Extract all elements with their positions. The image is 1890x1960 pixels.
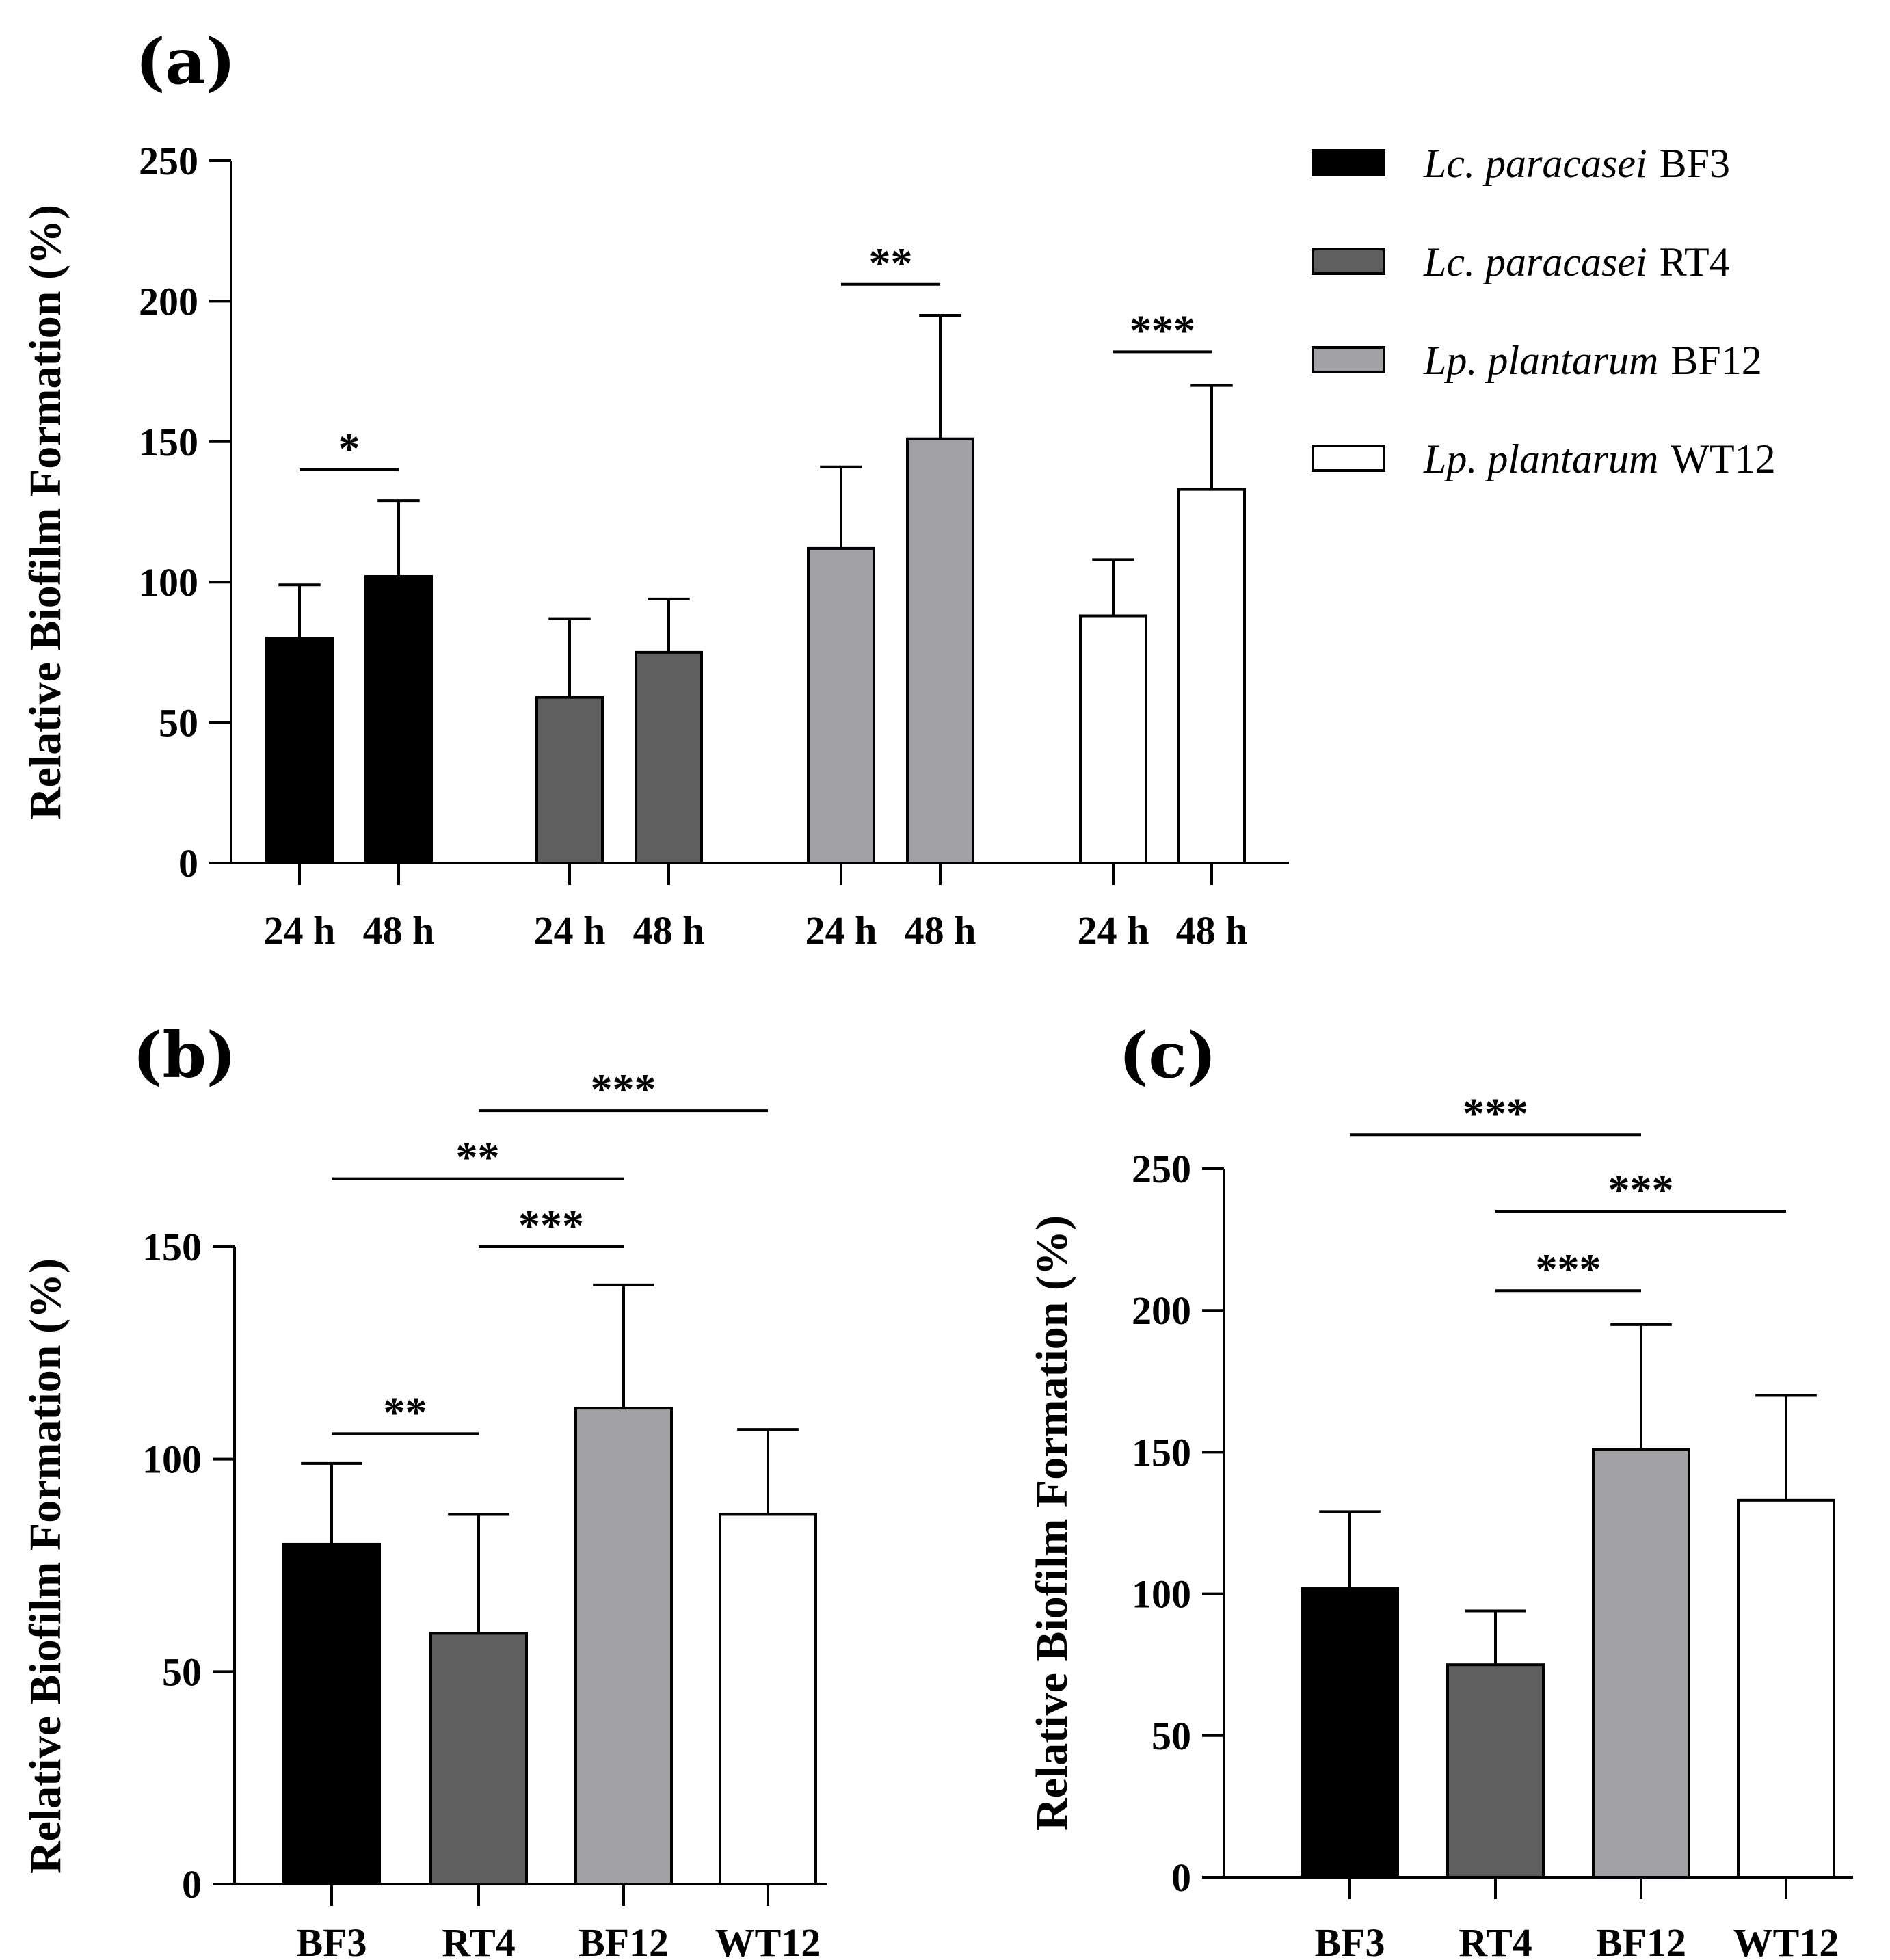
x-tick-label: RT4	[442, 1920, 516, 1960]
significance-label: **	[869, 239, 913, 287]
bar-rt4	[429, 1632, 528, 1885]
y-tick-label: 150	[142, 1225, 202, 1269]
y-tick-label: 150	[1132, 1430, 1191, 1474]
significance-label: *	[338, 424, 360, 473]
legend-swatch-rt4	[1312, 248, 1385, 275]
bar-bf12	[574, 1407, 673, 1885]
significance-label: ***	[1536, 1245, 1601, 1293]
x-tick-label: 48 h	[363, 908, 435, 953]
y-tick-label: 150	[139, 420, 198, 464]
significance-label: ***	[1130, 306, 1195, 354]
legend-species: Lc. paracasei	[1423, 141, 1647, 186]
x-tick-label: WT12	[715, 1920, 821, 1960]
y-tick-label: 100	[1132, 1572, 1191, 1617]
x-tick-label: 24 h	[806, 908, 877, 953]
panel-label-a: (a)	[135, 25, 236, 98]
significance-label: **	[384, 1388, 427, 1436]
y-tick-label: 50	[162, 1650, 202, 1694]
significance-label: ***	[1608, 1165, 1674, 1214]
legend-entry: Lp. plantarum WT12	[1423, 436, 1776, 481]
legend-swatch-bf3	[1312, 149, 1385, 176]
x-tick-label: BF3	[296, 1920, 367, 1960]
panel-label-c: (c)	[1119, 1018, 1216, 1092]
bar-rt4	[635, 650, 703, 865]
bar-bf12	[807, 546, 875, 864]
legend-strain: BF3	[1660, 141, 1730, 186]
legend-species: Lc. paracasei	[1423, 239, 1647, 284]
chart-a: Relative Biofilm Formation (%) 0 50 100 150 2…	[21, 139, 1289, 953]
y-tick-label: 100	[142, 1438, 202, 1482]
x-tick-label: BF12	[1596, 1920, 1686, 1960]
legend-swatch-wt12	[1312, 445, 1385, 472]
legend-strain: BF12	[1671, 338, 1761, 383]
x-tick-label: RT4	[1459, 1920, 1532, 1960]
bar-rt4	[535, 696, 604, 864]
y-axis-title: Relative Biofilm Formation (%)	[21, 1258, 70, 1874]
bar-bf3	[364, 574, 433, 864]
significance-label: ***	[518, 1201, 584, 1249]
y-tick-label: 50	[1152, 1714, 1191, 1758]
bar-bf3	[265, 637, 334, 864]
legend-entry: Lp. plantarum BF12	[1423, 338, 1762, 383]
panel-label-b: (b)	[133, 1018, 236, 1092]
y-tick-label: 100	[139, 560, 198, 605]
chart-b: Relative Biofilm Formation (%) 0 50 100 150 B…	[21, 1065, 827, 1960]
legend-entry: Lc. paracasei RT4	[1423, 239, 1730, 284]
x-tick-label: 48 h	[1176, 908, 1248, 953]
x-tick-label: 24 h	[264, 908, 336, 953]
y-tick-label: 250	[139, 139, 198, 183]
x-tick-label: 24 h	[534, 908, 606, 953]
significance-label: ***	[1463, 1089, 1528, 1137]
x-tick-label: 24 h	[1078, 908, 1149, 953]
y-axis-title: Relative Biofilm Formation (%)	[21, 204, 70, 820]
y-tick-label: 0	[178, 841, 198, 886]
bar-rt4	[1446, 1663, 1545, 1879]
chart-c: Relative Biofilm Formation (%) 0 50 100 150 2…	[1027, 1089, 1853, 1960]
legend-species: Lp. plantarum	[1423, 436, 1658, 481]
x-tick-label: WT12	[1733, 1920, 1839, 1960]
bar-bf3	[1301, 1587, 1399, 1879]
legend-entry: Lc. paracasei BF3	[1423, 141, 1730, 186]
legend-strain: RT4	[1660, 239, 1730, 284]
legend: Lc. paracasei BF3 Lc. paracasei RT4 Lp. plan…	[1312, 141, 1776, 481]
y-tick-label: 250	[1132, 1147, 1191, 1191]
legend-strain: WT12	[1671, 436, 1775, 481]
y-tick-label: 0	[182, 1862, 202, 1907]
legend-species: Lp. plantarum	[1423, 338, 1658, 383]
y-tick-label: 200	[139, 279, 198, 323]
significance-label: **	[456, 1133, 500, 1182]
bar-wt12	[1737, 1498, 1835, 1879]
y-tick-label: 0	[1171, 1855, 1191, 1900]
significance-label: ***	[591, 1065, 656, 1113]
bar-wt12	[719, 1513, 817, 1885]
bar-wt12	[1177, 488, 1246, 864]
x-tick-label: BF12	[578, 1920, 669, 1960]
x-tick-label: BF3	[1314, 1920, 1385, 1960]
x-tick-label: 48 h	[633, 908, 705, 953]
bar-bf12	[906, 437, 974, 864]
bar-bf12	[1592, 1448, 1690, 1879]
bar-wt12	[1079, 614, 1147, 864]
x-tick-label: 48 h	[905, 908, 976, 953]
y-tick-label: 200	[1132, 1288, 1191, 1333]
legend-swatch-bf12	[1312, 346, 1385, 373]
y-axis-title: Relative Biofilm Formation (%)	[1027, 1215, 1077, 1831]
y-tick-label: 50	[159, 701, 198, 745]
bar-bf3	[282, 1542, 381, 1886]
